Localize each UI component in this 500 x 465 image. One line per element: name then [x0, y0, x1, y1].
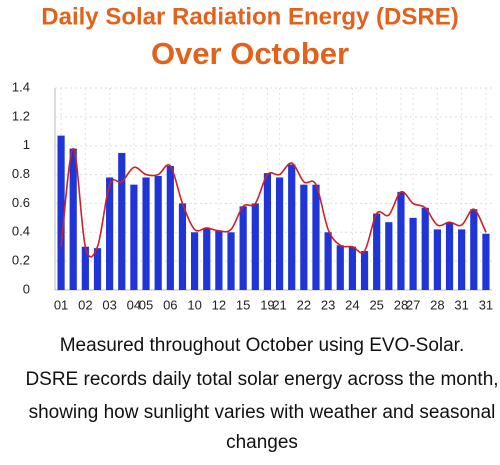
x-tick-label: 02 [78, 297, 92, 312]
caption: DSRE records daily total solar energy ac… [25, 369, 498, 390]
x-tick-label: 19 [260, 297, 274, 312]
x-tick-label: 25 [369, 297, 383, 312]
bar [227, 232, 235, 290]
bar [239, 206, 247, 290]
y-tick-label: 0.8 [12, 166, 30, 181]
bar [409, 217, 417, 290]
bar [69, 148, 77, 290]
x-tick-label: 24 [345, 297, 359, 312]
bar [445, 222, 454, 290]
trend-line [60, 147, 487, 258]
x-tick-label: 27 [406, 297, 420, 312]
x-tick-label: 06 [163, 297, 177, 312]
x-tick-label: 04 [127, 297, 141, 312]
bar [482, 233, 490, 290]
bar [118, 152, 126, 290]
bar [324, 232, 332, 290]
bar [251, 203, 259, 290]
x-tick-label: 28 [394, 297, 408, 312]
bar [263, 173, 272, 290]
bar [166, 165, 174, 290]
x-tick-label: 10 [187, 297, 201, 312]
x-tick-label: 22 [297, 297, 311, 312]
x-tick-label: 28 [430, 297, 444, 312]
caption: Measured throughout October using EVO-So… [60, 335, 465, 356]
bar [385, 222, 393, 290]
chart-title: Over October [151, 36, 349, 71]
bar [458, 229, 466, 290]
bar [275, 177, 284, 290]
bar [348, 246, 357, 290]
caption: changes [226, 432, 298, 453]
bar [130, 184, 138, 290]
y-tick-label: 0.4 [12, 224, 30, 239]
y-tick-label: 0 [23, 281, 30, 296]
y-tick-label: 0.6 [12, 195, 30, 210]
bar [397, 191, 405, 290]
bar [203, 227, 211, 290]
x-tick-label: 31 [454, 297, 468, 312]
y-tick-label: 0.2 [12, 253, 30, 268]
bar [360, 251, 369, 290]
bar [142, 177, 150, 290]
bar [336, 245, 344, 290]
x-tick-label: 12 [212, 297, 226, 312]
x-tick-label: 15 [236, 297, 250, 312]
y-tick-label: 1.2 [12, 108, 30, 123]
x-tick-label: 21 [272, 297, 286, 312]
x-tick-label: 23 [321, 297, 335, 312]
bar [300, 184, 308, 290]
bar [178, 203, 187, 290]
y-tick-label: 1.4 [12, 79, 30, 94]
chart-title: Daily Solar Radiation Energy (DSRE) [41, 3, 458, 30]
bar [190, 232, 199, 290]
bar [93, 248, 102, 290]
bar [57, 135, 65, 290]
x-tick-label: 31 [479, 297, 493, 312]
x-tick-label: 01 [54, 297, 68, 312]
bar [433, 229, 441, 290]
bar [154, 176, 162, 290]
bar [215, 230, 223, 290]
x-tick-label: 03 [102, 297, 116, 312]
bar [373, 213, 381, 290]
bar [312, 184, 320, 290]
x-tick-label: 05 [139, 297, 153, 312]
bar [470, 209, 478, 290]
bar [106, 177, 114, 290]
bar [81, 246, 89, 290]
bar [288, 164, 296, 290]
y-tick-label: 1 [23, 137, 30, 152]
caption: showing how sunlight varies with weather… [29, 402, 496, 423]
bar [421, 207, 429, 290]
